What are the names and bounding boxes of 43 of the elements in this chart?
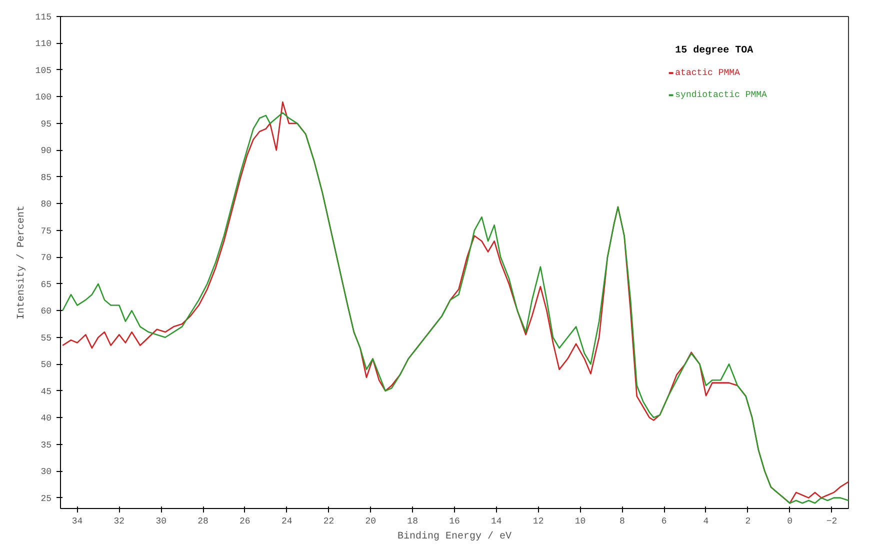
y-axis-title: Intensity / Percent <box>15 205 28 320</box>
y-tick-label: 45 <box>40 386 52 397</box>
x-tick-label: 32 <box>114 516 125 526</box>
x-tick-label: 22 <box>323 516 334 526</box>
y-tick-label: 115 <box>35 12 52 22</box>
y-tick-label: 95 <box>40 119 52 130</box>
x-tick-label: −2 <box>826 516 838 526</box>
x-tick-label: 20 <box>365 516 376 526</box>
y-tick-label: 50 <box>40 360 52 370</box>
x-tick-label: 4 <box>703 516 709 526</box>
x-tick-label: 0 <box>787 516 793 526</box>
y-tick-label: 35 <box>40 440 52 450</box>
y-tick-label: 60 <box>40 306 52 317</box>
legend-label: atactic PMMA <box>675 68 741 78</box>
y-tick-label: 40 <box>40 414 52 424</box>
x-tick-label: 6 <box>661 516 667 526</box>
x-tick-label: 28 <box>198 516 208 526</box>
y-tick-label: 75 <box>40 226 52 236</box>
x-tick-label: 26 <box>240 516 250 526</box>
x-axis-title: Binding Energy / eV <box>397 530 512 542</box>
y-tick-label: 65 <box>40 280 52 290</box>
y-tick-label: 110 <box>35 39 52 50</box>
y-tick-label: 105 <box>35 66 52 76</box>
legend-label: syndiotactic PMMA <box>675 90 768 100</box>
y-tick-label: 25 <box>40 494 52 504</box>
x-tick-label: 2 <box>745 516 751 526</box>
y-tick-label: 90 <box>40 146 52 156</box>
x-tick-label: 34 <box>72 516 83 526</box>
x-tick-label: 16 <box>449 516 460 526</box>
x-tick-label: 10 <box>574 516 586 526</box>
y-tick-label: 85 <box>40 172 52 183</box>
y-tick-label: 55 <box>40 333 52 344</box>
x-tick-label: 14 <box>491 516 502 526</box>
y-tick-label: 70 <box>40 253 52 264</box>
x-tick-label: 12 <box>532 516 544 526</box>
legend-title: 15 degree TOA <box>675 44 754 56</box>
y-tick-label: 80 <box>40 200 52 210</box>
x-tick-label: 30 <box>156 516 167 526</box>
y-tick-label: 30 <box>40 467 52 478</box>
y-tick-label: 100 <box>35 92 52 103</box>
x-tick-label: 8 <box>619 516 625 526</box>
x-tick-label: 18 <box>407 516 418 526</box>
x-tick-label: 24 <box>281 516 292 526</box>
